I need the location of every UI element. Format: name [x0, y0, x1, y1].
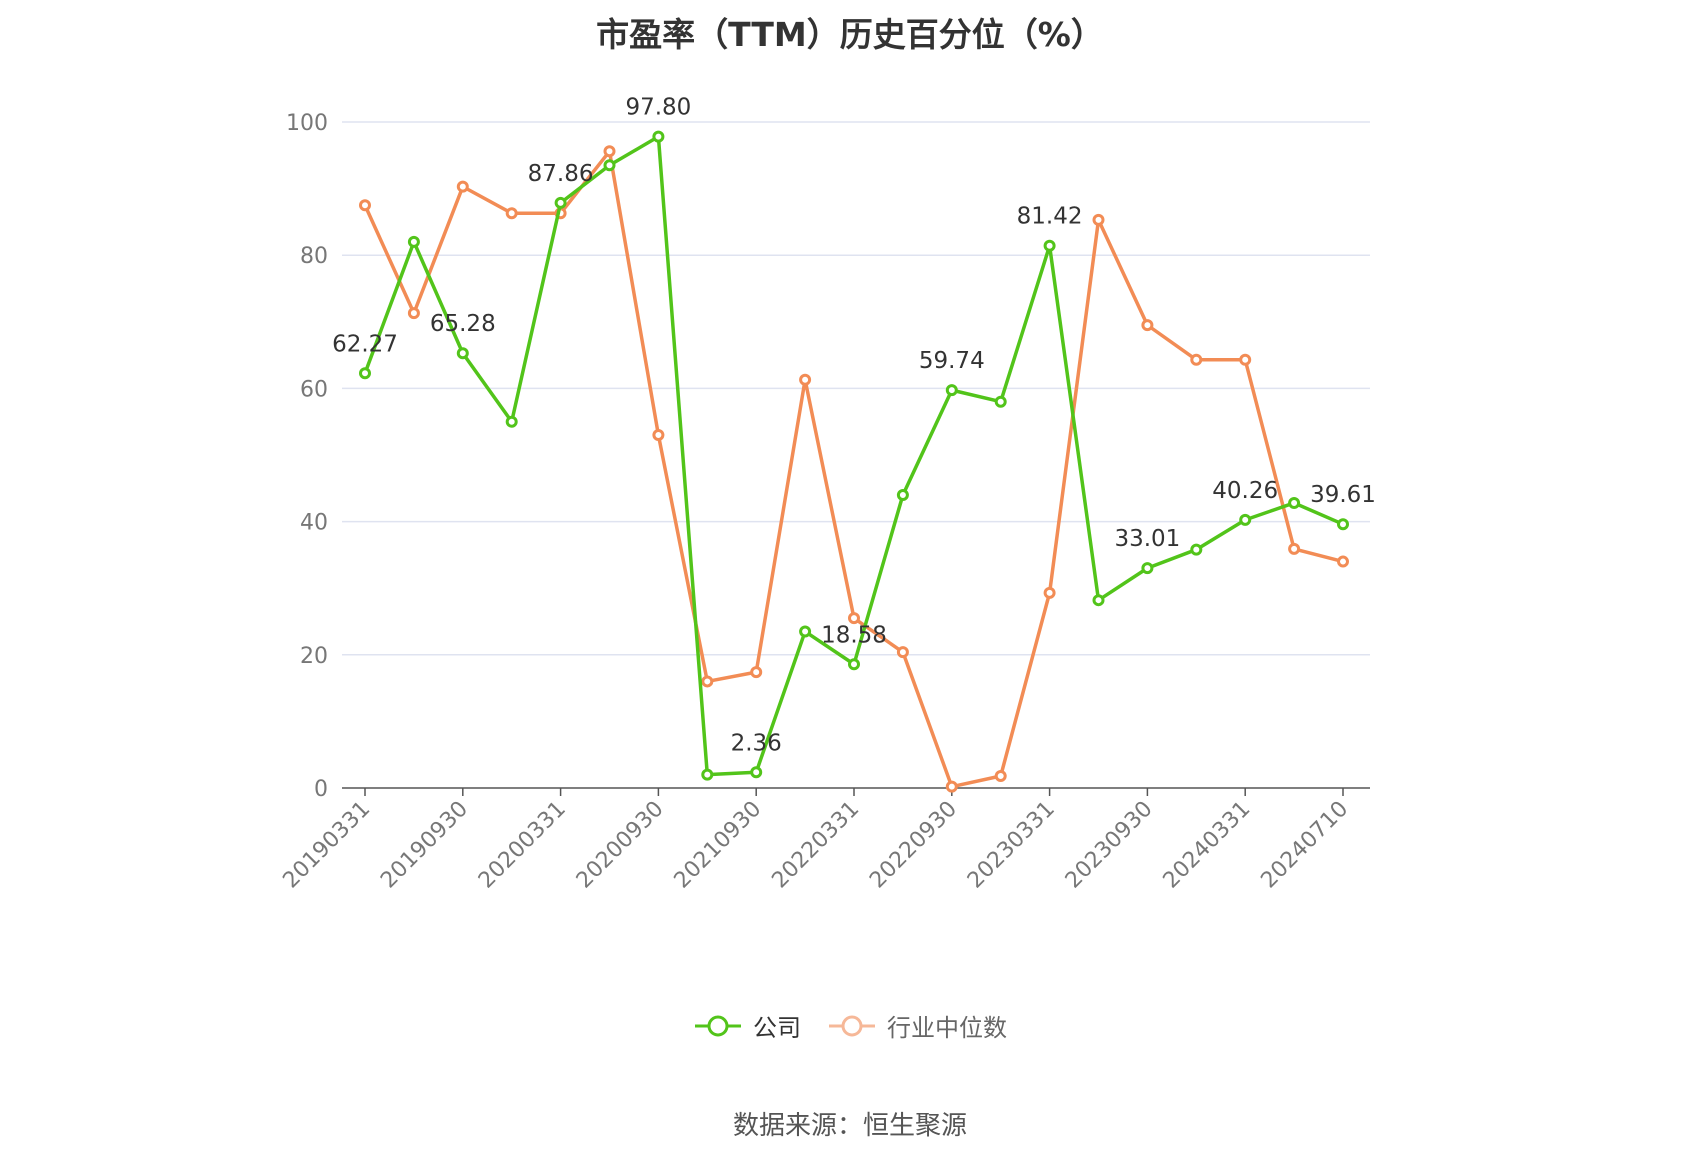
data-point-industry: [407, 307, 420, 320]
y-tick-label: 20: [300, 644, 328, 669]
data-point-industry: [848, 612, 860, 625]
data-point-industry: [896, 646, 909, 659]
data-point-industry: [750, 666, 763, 679]
y-tick-label: 0: [314, 777, 328, 802]
legend-marker-company-icon: [695, 1015, 741, 1036]
data-point-industry: [1043, 586, 1056, 599]
x-tick-label: 20230331: [963, 797, 1060, 894]
legend: 公司 行业中位数: [0, 1008, 1700, 1043]
data-point-company: [848, 658, 860, 671]
y-tick-label: 80: [300, 244, 328, 269]
x-tick-label: 20220930: [865, 797, 962, 894]
legend-item-industry[interactable]: 行业中位数: [827, 1008, 1007, 1043]
data-point-company: [701, 768, 714, 781]
line-chart: 0 20 40 60 80 100 20190331 20190930 20200331 2020…: [278, 95, 1376, 894]
data-point-industry: [1337, 555, 1349, 568]
chart-title: 市盈率（TTM）历史百分位（%）: [596, 15, 1104, 54]
data-point-company: [554, 196, 567, 209]
data-label: 65.28: [430, 311, 496, 337]
data-point-industry: [1092, 213, 1105, 226]
data-point-company: [1092, 594, 1105, 607]
data-point-industry: [456, 180, 469, 193]
x-tick-label: 20230930: [1061, 797, 1158, 894]
data-point-industry: [1190, 353, 1203, 366]
data-point-company: [603, 159, 616, 172]
series-lines: [359, 130, 1349, 793]
series-line-industry: [363, 149, 1344, 789]
data-label: 87.86: [528, 161, 594, 187]
data-point-industry: [701, 675, 714, 688]
data-label: 59.74: [919, 348, 985, 374]
data-label: 18.58: [821, 622, 887, 648]
data-point-company: [994, 395, 1007, 408]
data-point-industry: [359, 199, 371, 212]
data-label: 97.80: [625, 95, 691, 121]
series-line-company: [363, 134, 1344, 777]
y-tick-label: 100: [286, 111, 328, 136]
data-point-industry: [945, 780, 958, 793]
data-label: 39.61: [1310, 482, 1376, 508]
legend-label-industry: 行业中位数: [887, 1014, 1007, 1042]
data-point-industry: [603, 145, 616, 158]
legend-marker-industry-icon: [829, 1015, 875, 1036]
data-point-company: [1288, 496, 1301, 509]
data-point-industry: [652, 429, 665, 442]
axes: 0 20 40 60 80 100 20190331 20190930 20200331 2020…: [278, 111, 1370, 893]
data-point-industry: [799, 373, 812, 386]
data-point-company: [1141, 562, 1154, 575]
y-tick-label: 60: [300, 377, 328, 402]
legend-item-company[interactable]: 公司: [693, 1008, 801, 1043]
x-tick-label: 20210930: [670, 797, 767, 894]
x-tick-label: 20240710: [1256, 797, 1353, 894]
data-label: 62.27: [332, 331, 398, 357]
data-point-company: [505, 415, 518, 428]
data-label: 81.42: [1017, 204, 1083, 230]
x-tick-label: 20200930: [572, 797, 669, 894]
data-point-company: [456, 347, 469, 360]
data-point-company: [652, 130, 665, 143]
source-note: 数据来源：恒生聚源: [732, 1111, 967, 1141]
data-point-company: [1239, 513, 1252, 526]
data-point-company: [1043, 239, 1056, 252]
data-label: 33.01: [1114, 526, 1180, 552]
data-point-company: [799, 625, 812, 638]
x-tick-label: 20190331: [278, 797, 375, 894]
grid-lines: [342, 121, 1370, 656]
data-point-industry: [1239, 353, 1252, 366]
data-point-industry: [1288, 542, 1301, 555]
data-point-company: [359, 367, 371, 380]
data-point-company: [1337, 518, 1349, 531]
data-point-company: [1190, 543, 1203, 556]
x-tick-label: 20190930: [376, 797, 473, 894]
x-tick-label: 20200331: [474, 797, 571, 894]
data-label: 40.26: [1212, 478, 1278, 504]
data-point-company: [407, 235, 420, 248]
data-point-company: [750, 766, 763, 779]
data-labels: 62.27 65.28 87.86 97.80 2.36 18.58 59.74 81.42 3…: [332, 95, 1376, 757]
x-tick-label: 20240331: [1159, 797, 1256, 894]
data-label: 2.36: [731, 730, 782, 756]
data-point-industry: [994, 770, 1007, 783]
y-tick-label: 40: [300, 511, 328, 536]
data-point-company: [896, 488, 909, 501]
x-tick-label: 20220331: [767, 797, 864, 894]
legend-label-company: 公司: [753, 1014, 801, 1042]
data-point-industry: [1141, 319, 1154, 332]
data-point-industry: [505, 207, 518, 220]
data-point-company: [945, 384, 958, 397]
